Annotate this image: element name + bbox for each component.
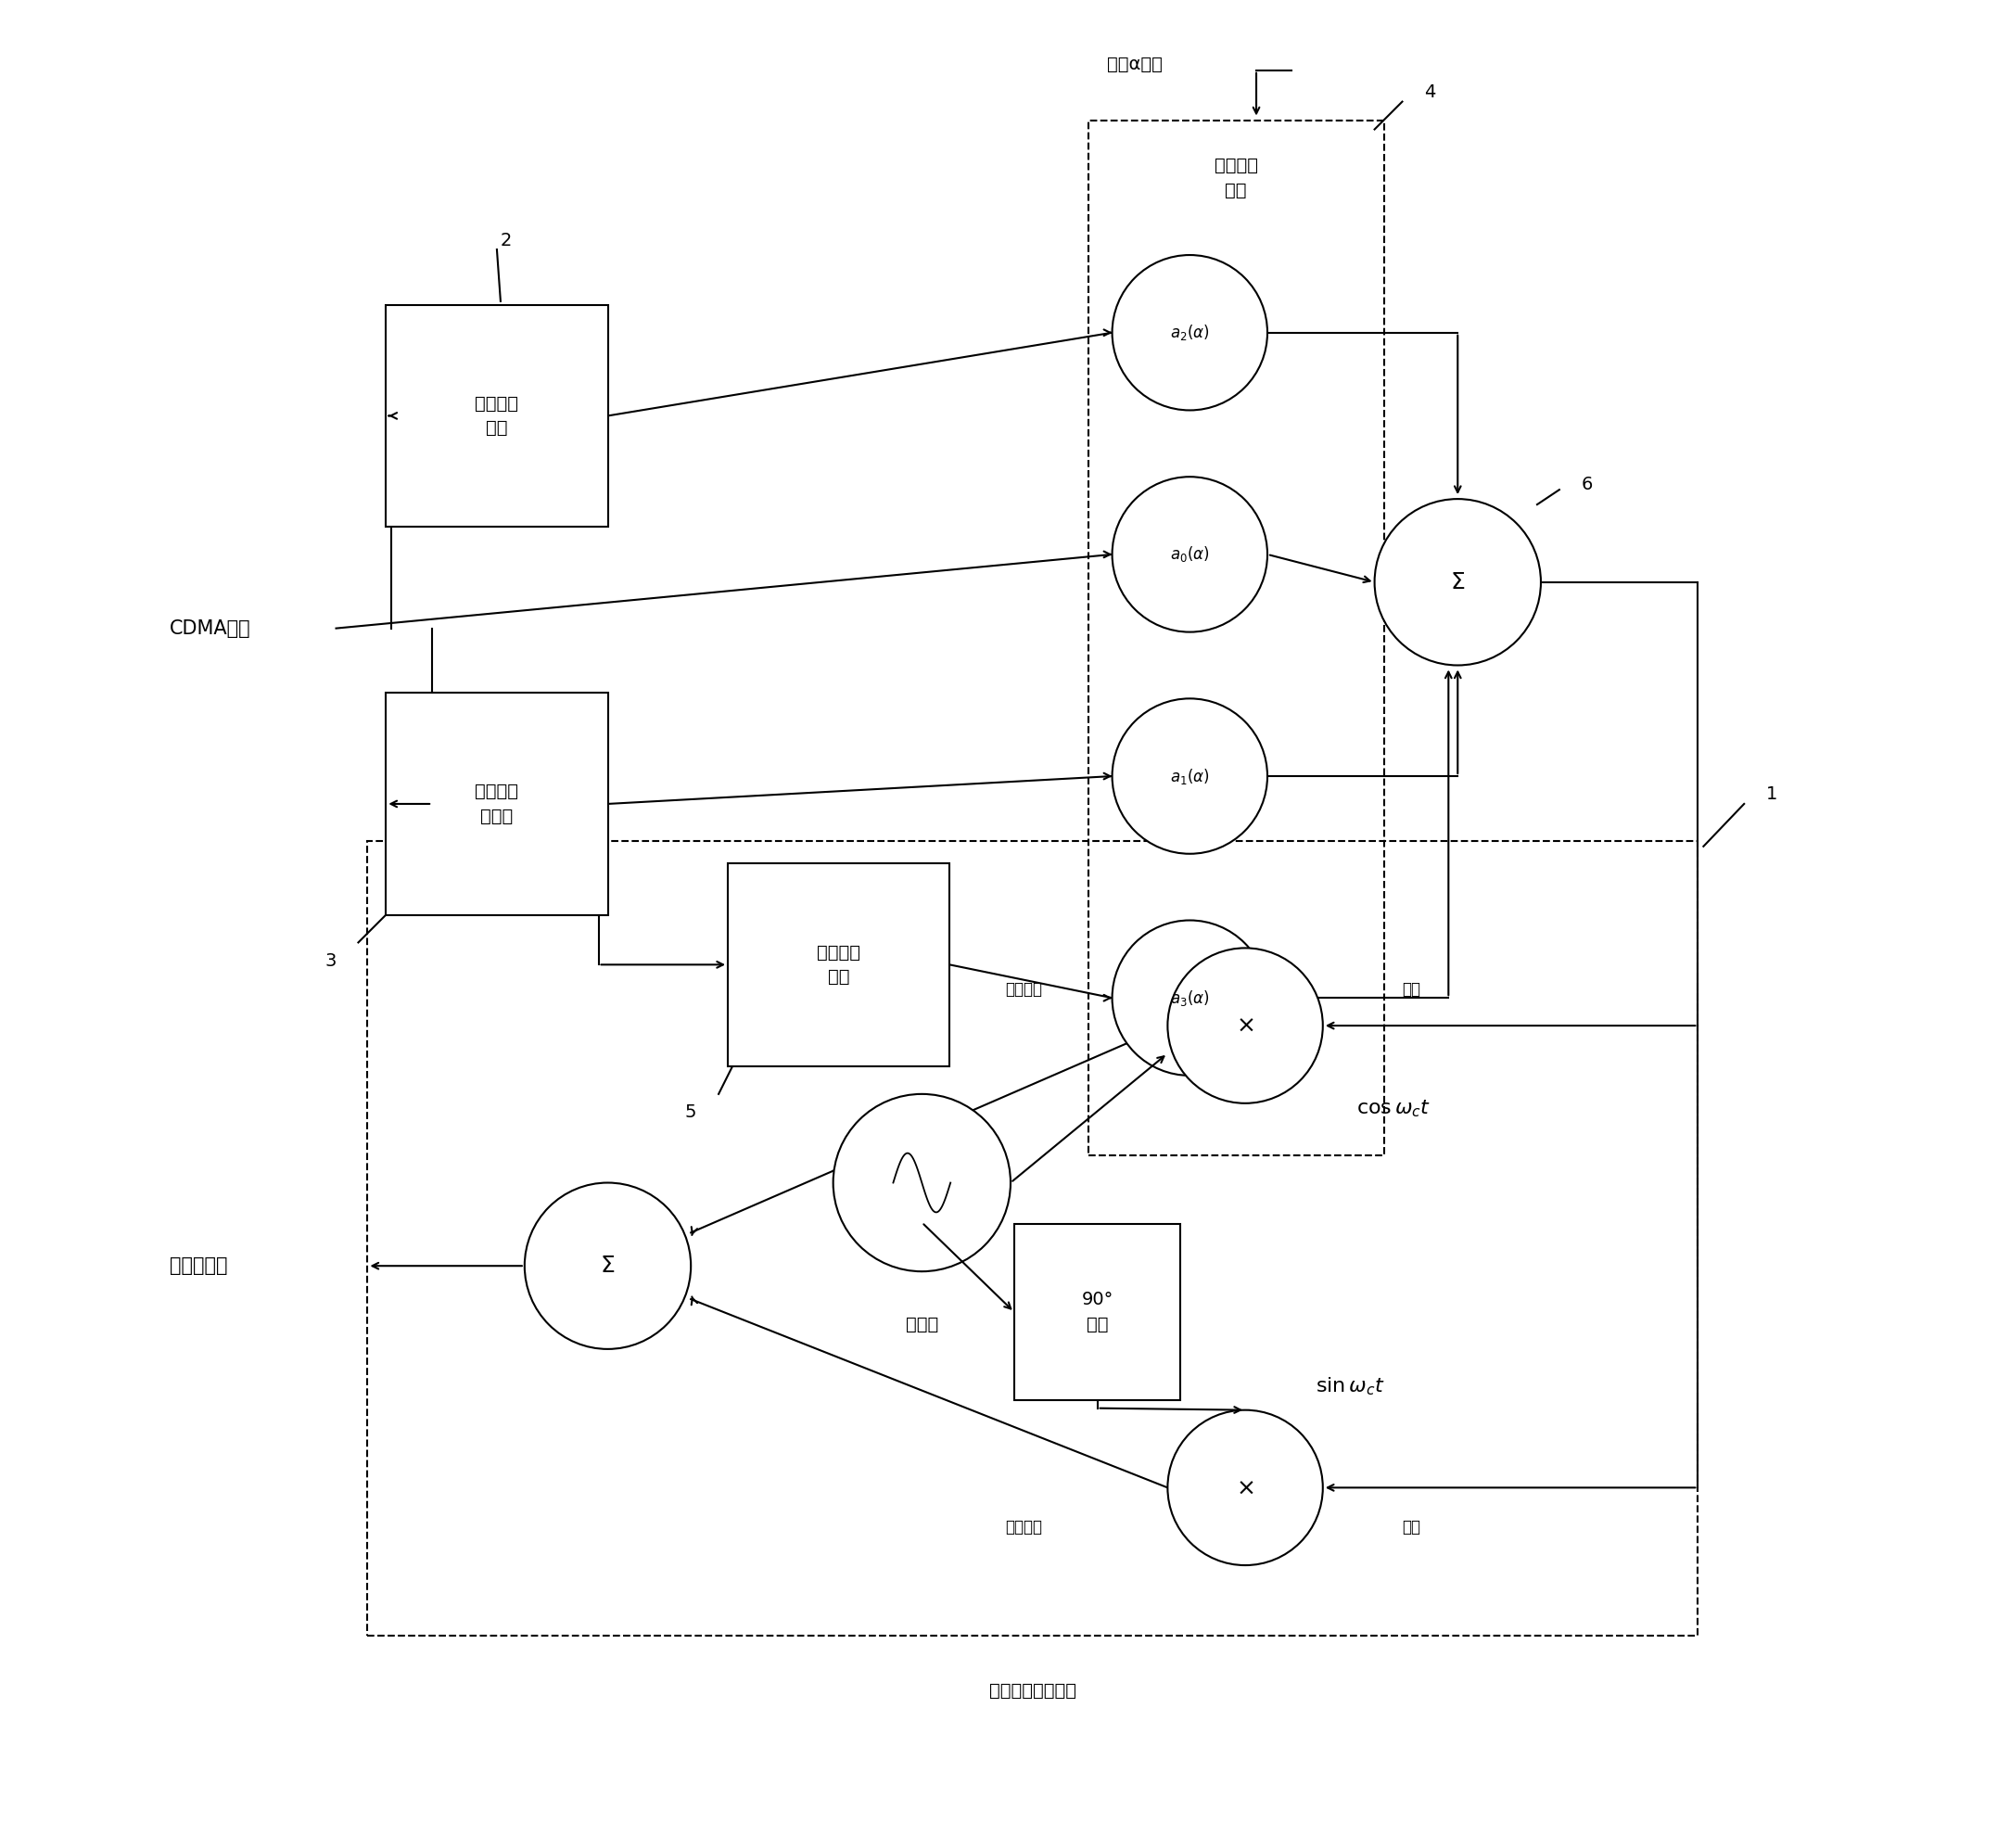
Circle shape — [525, 1183, 691, 1349]
Text: 3: 3 — [326, 952, 336, 970]
Text: 同相分量: 同相分量 — [1005, 981, 1041, 998]
Circle shape — [1375, 499, 1542, 665]
Circle shape — [834, 1094, 1011, 1271]
Bar — [1087, 120, 1383, 1155]
Text: 参数α输入: 参数α输入 — [1108, 55, 1162, 74]
Text: 二号反转
模块: 二号反转 模块 — [816, 944, 860, 985]
Text: $a_2(\alpha)$: $a_2(\alpha)$ — [1170, 323, 1210, 342]
Text: 实部: 实部 — [1403, 981, 1421, 998]
Text: 90°
移相: 90° 移相 — [1081, 1292, 1114, 1332]
Bar — [368, 841, 1698, 1635]
Text: $a_3(\alpha)$: $a_3(\alpha)$ — [1170, 989, 1210, 1007]
Circle shape — [1168, 948, 1323, 1103]
Bar — [728, 863, 949, 1066]
Text: 虚部: 虚部 — [1403, 1519, 1421, 1536]
Text: 系数产生
模块: 系数产生 模块 — [1214, 157, 1258, 200]
Text: 4: 4 — [1425, 83, 1435, 102]
Text: 数字载波调制模块: 数字载波调制模块 — [989, 1682, 1075, 1700]
Text: $\cos\omega_c t$: $\cos\omega_c t$ — [1357, 1098, 1431, 1120]
Text: $a_0(\alpha)$: $a_0(\alpha)$ — [1170, 545, 1210, 564]
Text: CDMA信号: CDMA信号 — [169, 619, 251, 638]
Text: 载波源: 载波源 — [907, 1316, 939, 1334]
Text: $a_1(\alpha)$: $a_1(\alpha)$ — [1170, 767, 1210, 785]
Bar — [386, 305, 607, 527]
Circle shape — [1112, 699, 1268, 854]
Text: $\times$: $\times$ — [1236, 1015, 1254, 1037]
Text: 一号反转
模块: 一号反转 模块 — [474, 395, 519, 436]
Text: $\Sigma$: $\Sigma$ — [1449, 571, 1465, 593]
Text: 数据流输出: 数据流输出 — [169, 1257, 227, 1275]
Circle shape — [1112, 477, 1268, 632]
Text: 6: 6 — [1582, 475, 1592, 493]
Circle shape — [1168, 1410, 1323, 1565]
Text: $\Sigma$: $\Sigma$ — [601, 1255, 615, 1277]
Text: 5: 5 — [685, 1103, 697, 1122]
Text: 正交分量: 正交分量 — [1005, 1519, 1041, 1536]
Circle shape — [1112, 920, 1268, 1076]
Text: 2: 2 — [500, 231, 513, 249]
Bar — [386, 693, 607, 915]
Circle shape — [1112, 255, 1268, 410]
Text: $\times$: $\times$ — [1236, 1477, 1254, 1499]
Text: $\sin\omega_c t$: $\sin\omega_c t$ — [1315, 1375, 1385, 1397]
Bar — [1015, 1223, 1180, 1401]
Text: 1: 1 — [1767, 785, 1777, 804]
Text: 傅立叶变
换模块: 傅立叶变 换模块 — [474, 784, 519, 824]
